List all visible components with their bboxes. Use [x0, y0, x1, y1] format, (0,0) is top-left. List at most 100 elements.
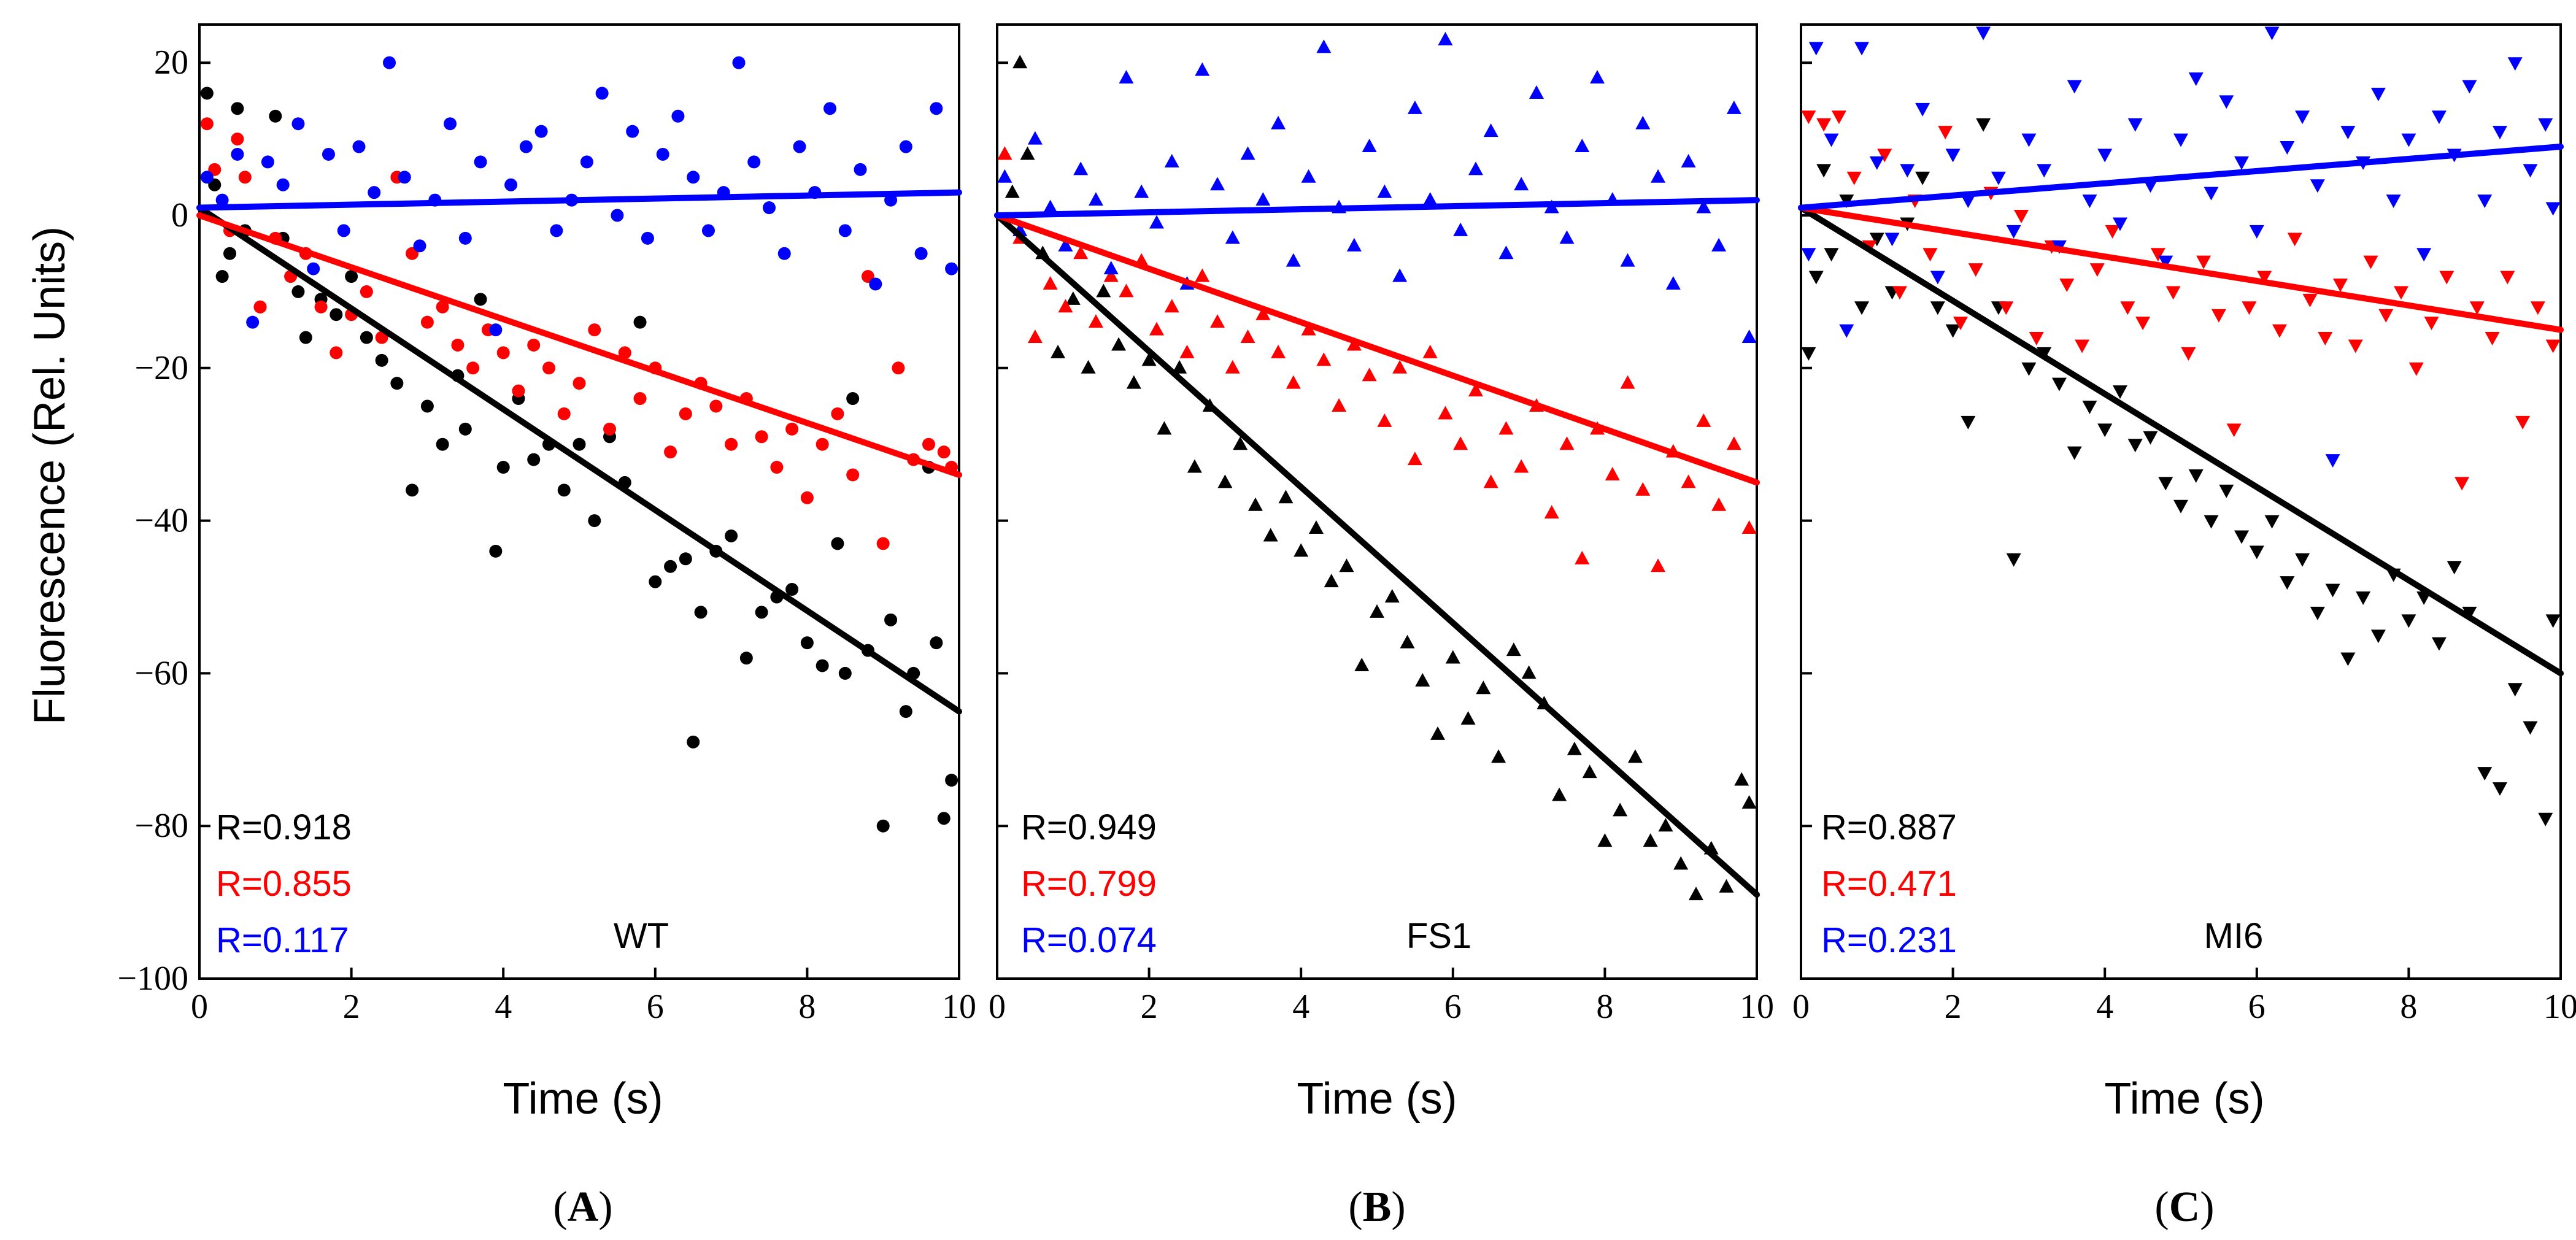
data-point — [1854, 42, 1870, 56]
data-point — [1816, 118, 1832, 132]
data-point — [671, 109, 685, 123]
data-point — [997, 146, 1012, 160]
data-point — [1506, 642, 1521, 657]
data-point — [2310, 179, 2325, 193]
data-point — [2538, 812, 2553, 826]
data-point — [573, 377, 586, 390]
data-point — [1043, 275, 1058, 290]
data-point — [1620, 253, 1635, 267]
r-label-black-a: R=0.918 — [216, 807, 352, 847]
data-point — [2408, 362, 2424, 376]
data-point — [1651, 558, 1666, 572]
data-point — [2370, 87, 2386, 101]
data-point — [739, 652, 753, 665]
data-point — [1688, 887, 1703, 901]
data-point — [1915, 102, 1930, 117]
data-point — [1430, 726, 1446, 740]
data-point — [2112, 217, 2127, 231]
data-point — [1020, 146, 1035, 160]
data-point — [2523, 164, 2538, 178]
series-2 — [200, 56, 958, 337]
data-point — [2310, 606, 2325, 620]
data-point — [1362, 139, 1377, 153]
data-point — [899, 140, 912, 153]
data-point — [253, 300, 267, 314]
data-point — [1065, 291, 1081, 305]
data-point — [876, 819, 890, 833]
data-point — [1976, 26, 1991, 40]
data-point — [747, 155, 761, 169]
panel-name-b: FS1 — [1406, 916, 1471, 956]
data-point — [2462, 606, 2477, 620]
regression-line — [196, 212, 962, 478]
y-tick-label: −80 — [134, 807, 188, 845]
data-point — [489, 544, 503, 558]
x-tick-label: 2 — [1141, 988, 1158, 1026]
panel-letter-b-value: B — [1363, 1184, 1392, 1231]
data-point — [2431, 110, 2447, 125]
plot-frame — [996, 23, 1758, 980]
data-point — [1240, 146, 1255, 160]
x-axis-label-b: Time (s) — [1297, 1074, 1457, 1123]
data-point — [633, 392, 647, 406]
data-point — [816, 437, 829, 451]
data-point — [2127, 439, 2143, 453]
data-point — [444, 117, 457, 131]
series-2 — [997, 31, 1757, 344]
data-point — [1164, 153, 1179, 168]
data-point — [269, 109, 282, 123]
data-point — [626, 125, 639, 138]
data-point — [687, 171, 700, 184]
r-label-red-b: R=0.799 — [1021, 864, 1157, 904]
data-point — [261, 155, 274, 169]
data-point — [611, 209, 624, 222]
data-point — [2165, 286, 2181, 300]
data-point — [1271, 115, 1286, 129]
data-point — [375, 353, 388, 367]
data-point — [2006, 225, 2021, 239]
data-point — [1362, 368, 1377, 382]
data-point — [922, 437, 935, 451]
data-point — [1195, 62, 1210, 76]
data-point — [649, 575, 662, 588]
data-point — [2219, 95, 2234, 109]
data-point — [1384, 589, 1400, 603]
data-point — [1930, 301, 1945, 315]
data-point — [1953, 317, 1968, 331]
data-point — [2135, 317, 2151, 331]
data-point — [854, 163, 867, 176]
data-point — [276, 178, 290, 191]
data-point — [2075, 339, 2090, 353]
regression-line — [1798, 204, 2564, 677]
series-0 — [1801, 118, 2561, 826]
data-point — [557, 407, 571, 420]
data-point — [1627, 749, 1643, 763]
data-point — [1255, 192, 1271, 206]
data-point — [831, 407, 844, 420]
data-point — [1445, 650, 1460, 664]
data-point — [1149, 215, 1164, 229]
x-tick-label: 8 — [1596, 988, 1613, 1026]
data-point — [1286, 253, 1301, 267]
regression-line — [196, 204, 962, 715]
data-point — [588, 323, 601, 337]
x-tick-label: 0 — [989, 988, 1006, 1026]
data-point — [2431, 637, 2447, 651]
data-point — [1635, 482, 1651, 496]
data-point — [1027, 131, 1043, 145]
data-point — [2477, 194, 2493, 209]
data-point — [2112, 385, 2127, 399]
data-point — [869, 277, 882, 291]
data-point — [1073, 245, 1089, 260]
data-point — [345, 270, 358, 283]
plot-frame — [1800, 23, 2562, 980]
data-point — [1605, 466, 1620, 480]
data-point — [2538, 118, 2553, 132]
y-tick-label: −100 — [117, 960, 188, 998]
data-point — [937, 445, 951, 459]
data-point — [1468, 383, 1483, 397]
data-point — [291, 117, 305, 131]
data-point — [1233, 436, 1248, 450]
data-point — [1991, 171, 2006, 185]
data-point — [1854, 301, 1870, 315]
